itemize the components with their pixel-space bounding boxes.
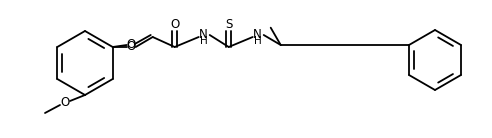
Text: H: H (254, 36, 262, 46)
Text: O: O (126, 40, 135, 54)
Text: O: O (61, 96, 70, 109)
Text: O: O (126, 39, 135, 51)
Text: S: S (225, 18, 232, 31)
Text: O: O (170, 18, 180, 31)
Text: H: H (200, 36, 208, 46)
Text: N: N (253, 27, 262, 40)
Text: N: N (199, 27, 208, 40)
